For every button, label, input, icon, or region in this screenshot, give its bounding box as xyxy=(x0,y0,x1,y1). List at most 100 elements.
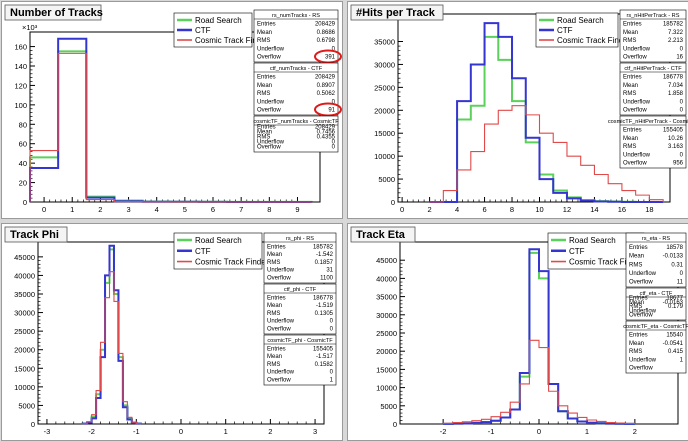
stats-key: Underflow xyxy=(267,268,295,274)
stats-value: 1100 xyxy=(320,276,334,282)
y-tick-label: 40 xyxy=(19,159,27,168)
x-tick-label: 4 xyxy=(455,205,459,214)
stats-key: Overflow xyxy=(629,366,653,372)
stats-box-title: rs_eta - RS xyxy=(642,236,671,242)
stats-value: 186778 xyxy=(313,295,334,301)
stats-key: Underflow xyxy=(623,46,651,52)
legend-entry: CTF xyxy=(195,247,211,256)
y-tick-label: 15000 xyxy=(374,129,395,138)
stats-value: 0 xyxy=(332,140,336,146)
stats-value: 1 xyxy=(330,378,334,384)
stats-key: Underflow xyxy=(257,140,285,146)
stats-value: 11 xyxy=(677,280,684,286)
x-tick-label: 2 xyxy=(268,427,272,436)
stats-key: Mean xyxy=(267,252,282,258)
x-tick-label: -1 xyxy=(133,427,140,436)
x-tick-label: -3 xyxy=(44,427,51,436)
stats-box-title: cosmicTF_eta - CosmicTF xyxy=(623,324,688,330)
chart-title-box: #Hits per Track xyxy=(350,4,444,21)
stats-key: RMS xyxy=(257,135,270,141)
x-tick-label: 0 xyxy=(400,205,404,214)
stats-key: RMS xyxy=(629,349,642,355)
stats-value: 0 xyxy=(680,46,684,52)
histogram-series-3 xyxy=(442,339,636,425)
stats-box-title: rs_nHitPerTrack - RS xyxy=(627,13,680,19)
chart-title: Track Phi xyxy=(10,229,59,241)
y-tick-label: 5000 xyxy=(18,401,35,410)
x-tick-label: 6 xyxy=(211,205,215,214)
stats-box: rs_nHitPerTrack - RS Entries 185782 Mean 7.3… xyxy=(619,9,687,63)
stats-value: 10.26 xyxy=(668,136,684,142)
stats-key: Entries xyxy=(257,75,276,81)
legend-entry: Road Search xyxy=(195,16,242,25)
y-tick-label: 35000 xyxy=(14,290,35,299)
stats-value: 0.179 xyxy=(668,304,684,310)
stats-key: Entries xyxy=(629,245,648,251)
y-tick-label: 25000 xyxy=(376,329,397,338)
stats-key: RMS xyxy=(257,38,270,44)
stats-box-title: ctf_numTracks - CTF xyxy=(270,66,323,72)
legend-entry: CTF xyxy=(569,247,585,256)
stats-box-title: cosmicTF_numTracks - CosmicTF xyxy=(253,119,339,125)
stats-key: Overflow xyxy=(257,55,281,61)
stats-key: Mean xyxy=(629,300,644,306)
y-exponent-label: ×10³ xyxy=(22,23,38,32)
stats-box-title: cosmicTF_nHitPerTrack - CosmicTF xyxy=(608,119,688,125)
stats-value: 2.213 xyxy=(668,38,684,44)
x-tick-label: 3 xyxy=(313,427,317,436)
histogram-series-2 xyxy=(81,244,142,425)
stats-key: Entries xyxy=(257,125,276,131)
y-tick-label: 10000 xyxy=(376,384,397,393)
stats-value: 7.034 xyxy=(668,83,684,89)
stats-box: rs_numTracks - RS Entries 208429 Mean 0.8686… xyxy=(253,9,342,64)
histogram-series-1 xyxy=(81,248,142,425)
stats-value: 0 xyxy=(330,319,334,325)
stats-key: Mean xyxy=(629,341,644,347)
y-tick-label: 5000 xyxy=(378,175,395,184)
stats-key: RMS xyxy=(267,311,280,317)
stats-key: Underflow xyxy=(623,99,651,105)
stats-value: 0 xyxy=(332,46,336,52)
stats-key: RMS xyxy=(267,362,280,368)
stats-key: Underflow xyxy=(623,152,651,158)
chart-title-box: Track Eta xyxy=(350,226,416,243)
stats-key: Underflow xyxy=(629,271,657,277)
stats-value: 15540 xyxy=(666,333,683,339)
y-tick-label: 40000 xyxy=(376,274,397,283)
stats-value: 91 xyxy=(328,108,335,114)
y-tick-label: 35000 xyxy=(374,38,395,47)
stats-key: RMS xyxy=(267,260,280,266)
stats-key: Mean xyxy=(257,83,272,89)
y-tick-label: 15000 xyxy=(14,364,35,373)
x-tick-label: 0 xyxy=(179,427,183,436)
histogram-series-2 xyxy=(442,248,636,425)
legend-entry: Cosmic Track Finder xyxy=(195,258,269,267)
stats-box-title: ctf_nHitPerTrack - CTF xyxy=(624,66,682,72)
stats-value: 0.6798 xyxy=(317,38,336,44)
stats-box: rs_eta - RS Entries 18578 Mean -0.0133 RMS 0.3… xyxy=(625,232,687,288)
stats-value: 956 xyxy=(673,161,684,167)
stats-box-title: ctf_phi - CTF xyxy=(284,287,317,293)
legend-entry: Road Search xyxy=(569,236,616,245)
stats-value: 0.1582 xyxy=(315,362,334,368)
stats-value: 0.5062 xyxy=(317,91,336,97)
stats-value: -0.0163 xyxy=(663,300,684,306)
stats-key: Entries xyxy=(629,296,648,302)
stats-value: 208429 xyxy=(315,22,336,28)
stats-key: Mean xyxy=(267,303,282,309)
x-tick-label: 18 xyxy=(645,205,653,214)
x-tick-label: 12 xyxy=(563,205,571,214)
stats-key: Entries xyxy=(267,295,286,301)
stats-key: Overflow xyxy=(629,313,653,319)
y-tick-label: 15000 xyxy=(376,365,397,374)
stats-value: 185782 xyxy=(313,244,334,250)
stats-value: 0 xyxy=(330,370,334,376)
stats-value: 18578 xyxy=(666,245,683,251)
legend-entry: CTF xyxy=(557,26,573,35)
stats-key: Mean xyxy=(257,30,272,36)
legend-entry: Cosmic Track Finder xyxy=(195,36,269,45)
x-tick-label: 4 xyxy=(155,205,159,214)
